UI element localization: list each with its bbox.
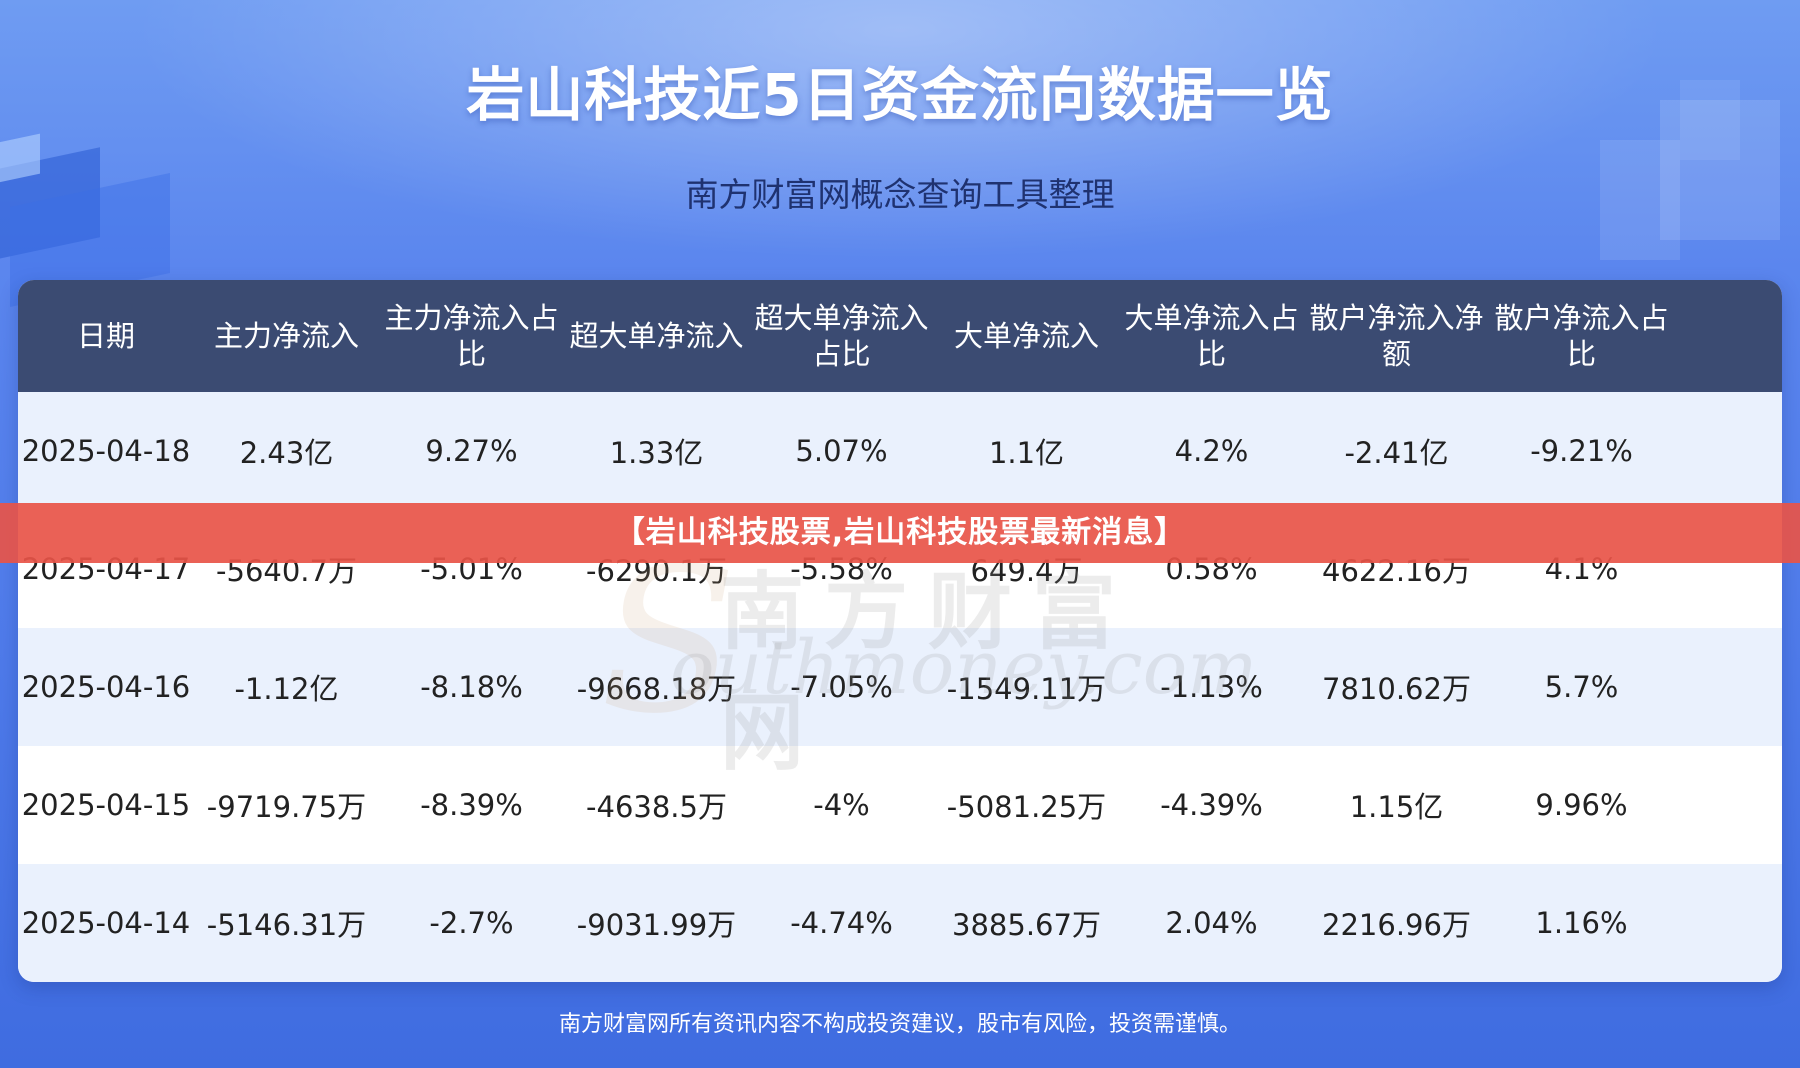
cell-large-inflow: -1549.11万	[946, 672, 1107, 706]
cell-retail-inflow: 2216.96万	[1322, 908, 1471, 942]
cell-retail-inflow-ratio: 1.16%	[1535, 906, 1628, 940]
column-header-large-inflow: 大单净流入	[953, 319, 1099, 353]
cell-large-inflow: 3885.67万	[952, 908, 1101, 942]
cell-retail-inflow: 1.15亿	[1349, 790, 1444, 824]
table-row: 2025-04-15 -9719.75万 -8.39% -4638.5万 -4%…	[18, 746, 1782, 864]
cell-large-inflow-ratio: -4.39%	[1160, 788, 1263, 822]
cell-super-large-inflow: -9668.18万	[576, 672, 737, 706]
cell-spacer	[1674, 864, 1782, 982]
cell-large-inflow-ratio: 2.04%	[1165, 906, 1258, 940]
cell-super-large-inflow: 1.33亿	[609, 436, 704, 470]
cell-spacer	[1674, 746, 1782, 864]
cell-large-inflow-ratio: 4.2%	[1174, 434, 1249, 468]
column-header-retail-inflow: 散户净流入净额	[1309, 301, 1484, 371]
column-header-super-large-inflow: 超大单净流入	[569, 319, 744, 353]
cell-date: 2025-04-18	[21, 434, 191, 468]
column-header-super-large-inflow-ratio: 超大单净流入占比	[754, 301, 929, 371]
table-row: 2025-04-16 -1.12亿 -8.18% -9668.18万 -7.05…	[18, 628, 1782, 746]
background-glow	[0, 0, 1800, 300]
table-row: 2025-04-14 -5146.31万 -2.7% -9031.99万 -4.…	[18, 864, 1782, 982]
cell-date: 2025-04-14	[21, 906, 191, 940]
cell-large-inflow: 1.1亿	[988, 436, 1065, 470]
cell-date: 2025-04-16	[21, 670, 191, 704]
cell-main-inflow-ratio: -8.39%	[420, 788, 523, 822]
cell-super-large-inflow: -4638.5万	[586, 790, 727, 824]
cell-spacer	[1674, 392, 1782, 510]
cell-retail-inflow-ratio: 5.7%	[1544, 670, 1619, 704]
cell-retail-inflow: 7810.62万	[1322, 672, 1471, 706]
column-header-retail-inflow-ratio: 散户净流入占比	[1494, 301, 1669, 371]
cell-super-large-inflow-ratio: -7.05%	[790, 670, 893, 704]
column-header-date: 日期	[76, 319, 135, 353]
column-header-spacer	[1674, 280, 1782, 392]
news-banner[interactable]: 【岩山科技股票,岩山科技股票最新消息】	[0, 503, 1800, 563]
table-header-row: 日期 主力净流入 主力净流入占比 超大单净流入 超大单净流入占比 大单净流入 大…	[18, 280, 1782, 392]
cell-large-inflow-ratio: -1.13%	[1160, 670, 1263, 704]
cell-large-inflow: -5081.25万	[946, 790, 1107, 824]
cell-retail-inflow-ratio: -9.21%	[1530, 434, 1633, 468]
table-row: 2025-04-18 2.43亿 9.27% 1.33亿 5.07% 1.1亿 …	[18, 392, 1782, 510]
column-header-main-inflow: 主力净流入	[213, 319, 359, 353]
fund-flow-table-card: 日期 主力净流入 主力净流入占比 超大单净流入 超大单净流入占比 大单净流入 大…	[18, 280, 1782, 982]
cell-date: 2025-04-15	[21, 788, 191, 822]
decorative-blocks-right	[1540, 80, 1780, 280]
page-title: 岩山科技近5日资金流向数据一览	[466, 61, 1334, 129]
column-header-large-inflow-ratio: 大单净流入占比	[1124, 301, 1299, 371]
cell-retail-inflow-ratio: 9.96%	[1535, 788, 1628, 822]
cell-main-inflow-ratio: -2.7%	[429, 906, 514, 940]
cell-main-inflow-ratio: -8.18%	[420, 670, 523, 704]
cell-main-inflow-ratio: 9.27%	[425, 434, 518, 468]
cell-super-large-inflow: -9031.99万	[576, 908, 737, 942]
cell-super-large-inflow-ratio: 5.07%	[795, 434, 888, 468]
fund-flow-table: 日期 主力净流入 主力净流入占比 超大单净流入 超大单净流入占比 大单净流入 大…	[18, 280, 1782, 982]
footer-disclaimer: 南方财富网所有资讯内容不构成投资建议，股市有风险，投资需谨慎。	[558, 1012, 1241, 1037]
cell-main-inflow: 2.43亿	[239, 436, 334, 470]
cell-main-inflow: -5146.31万	[206, 908, 367, 942]
cell-spacer	[1674, 628, 1782, 746]
cell-main-inflow: -9719.75万	[206, 790, 367, 824]
cell-super-large-inflow-ratio: -4%	[813, 788, 870, 822]
cell-main-inflow: -1.12亿	[234, 672, 339, 706]
column-header-main-inflow-ratio: 主力净流入占比	[384, 301, 559, 371]
cell-super-large-inflow-ratio: -4.74%	[790, 906, 893, 940]
page-subtitle: 南方财富网概念查询工具整理	[685, 175, 1115, 214]
cell-retail-inflow: -2.41亿	[1344, 436, 1449, 470]
